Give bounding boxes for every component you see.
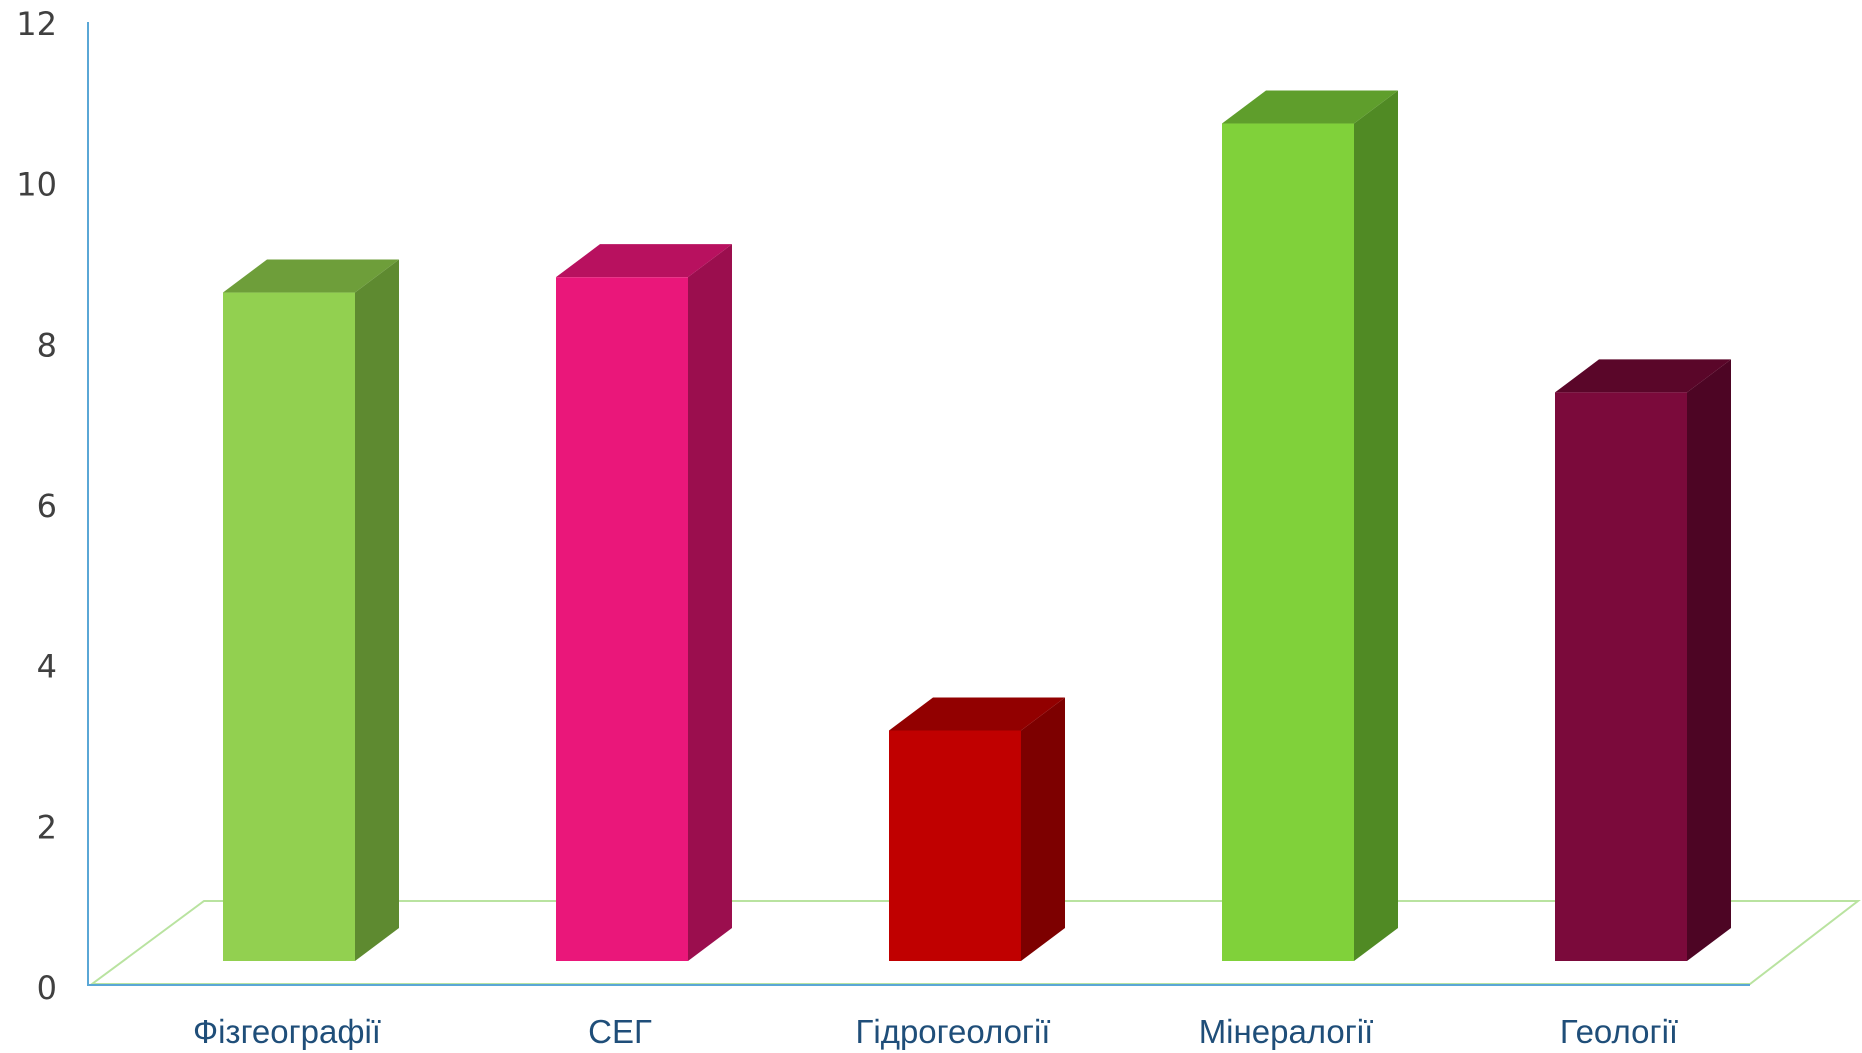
bar-top-face	[1222, 90, 1398, 124]
bar-front-face	[1555, 392, 1687, 961]
bar-side-face	[1021, 697, 1065, 961]
bar-top-face	[223, 259, 399, 293]
bar-front-face	[223, 292, 355, 961]
bar-side-face	[355, 259, 399, 961]
bar-3	[889, 697, 1065, 961]
bar-front-face	[1222, 123, 1354, 962]
bar-top-face	[889, 697, 1065, 731]
bar-top-face	[1555, 359, 1731, 393]
x-tick-label: Мінералогії	[1199, 1013, 1374, 1050]
value-axis	[87, 22, 1750, 986]
y-tick-label: 10	[16, 166, 57, 204]
x-tick-labels: Фізгеографії СЕГ Гідрогеології Мінералогії Г…	[193, 1013, 1678, 1050]
y-tick-label: 8	[37, 326, 57, 364]
bar-top-face	[556, 244, 732, 278]
x-tick-label: Геології	[1560, 1013, 1678, 1050]
y-tick-labels: 0 2 4 6 8 10 12	[16, 5, 57, 1007]
bar-front-face	[889, 730, 1021, 961]
y-tick-label: 6	[37, 487, 57, 525]
y-tick-label: 0	[37, 969, 57, 1007]
bar-side-face	[688, 244, 732, 961]
bars	[223, 90, 1731, 962]
bar-5	[1555, 359, 1731, 961]
bar-side-face	[1687, 359, 1731, 961]
y-tick-label: 12	[16, 5, 57, 43]
bar-2	[556, 244, 732, 961]
x-tick-label: Фізгеографії	[193, 1013, 381, 1050]
bar-side-face	[1354, 90, 1398, 962]
y-tick-label: 4	[37, 648, 57, 686]
y-tick-label: 2	[37, 808, 57, 846]
bar-1	[223, 259, 399, 961]
x-tick-label: Гідрогеології	[856, 1013, 1051, 1050]
bar-front-face	[556, 277, 688, 961]
x-tick-label: СЕГ	[588, 1013, 652, 1050]
bar-4	[1222, 90, 1398, 962]
